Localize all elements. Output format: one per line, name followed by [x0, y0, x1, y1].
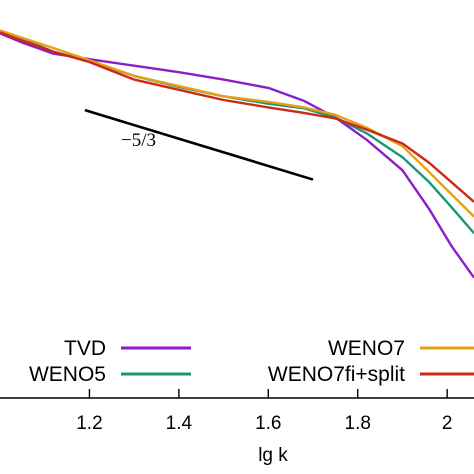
- x-axis-label: lg k: [258, 445, 288, 466]
- x-tick-label: 1.2: [76, 413, 102, 434]
- legend: TVD WENO5 WENO7 WENO7fi+split: [29, 337, 474, 386]
- series-layer: [0, 29, 474, 279]
- series-line-weno7fi-split: [0, 31, 474, 203]
- series-line-weno7: [0, 29, 474, 218]
- series-line-weno5: [0, 30, 474, 234]
- reference-slope-label: −5/3: [121, 130, 156, 151]
- legend-label-weno5: WENO5: [29, 363, 106, 386]
- x-tick-label: 2: [442, 413, 453, 434]
- x-tick-label: 1.4: [166, 413, 193, 434]
- legend-label-weno7fi-split: WENO7fi+split: [268, 363, 405, 386]
- x-ticks: 1.21.41.61.822: [76, 389, 453, 434]
- x-tick-label: 1.6: [255, 413, 281, 434]
- reference-slope-line: [84, 108, 314, 181]
- legend-label-weno7: WENO7: [328, 337, 405, 360]
- legend-label-tvd: TVD: [64, 337, 106, 360]
- x-tick-label: 1.8: [345, 413, 371, 434]
- reference-slope: −5/3: [84, 108, 314, 181]
- axes: 1.21.41.61.822 lg k: [0, 389, 474, 466]
